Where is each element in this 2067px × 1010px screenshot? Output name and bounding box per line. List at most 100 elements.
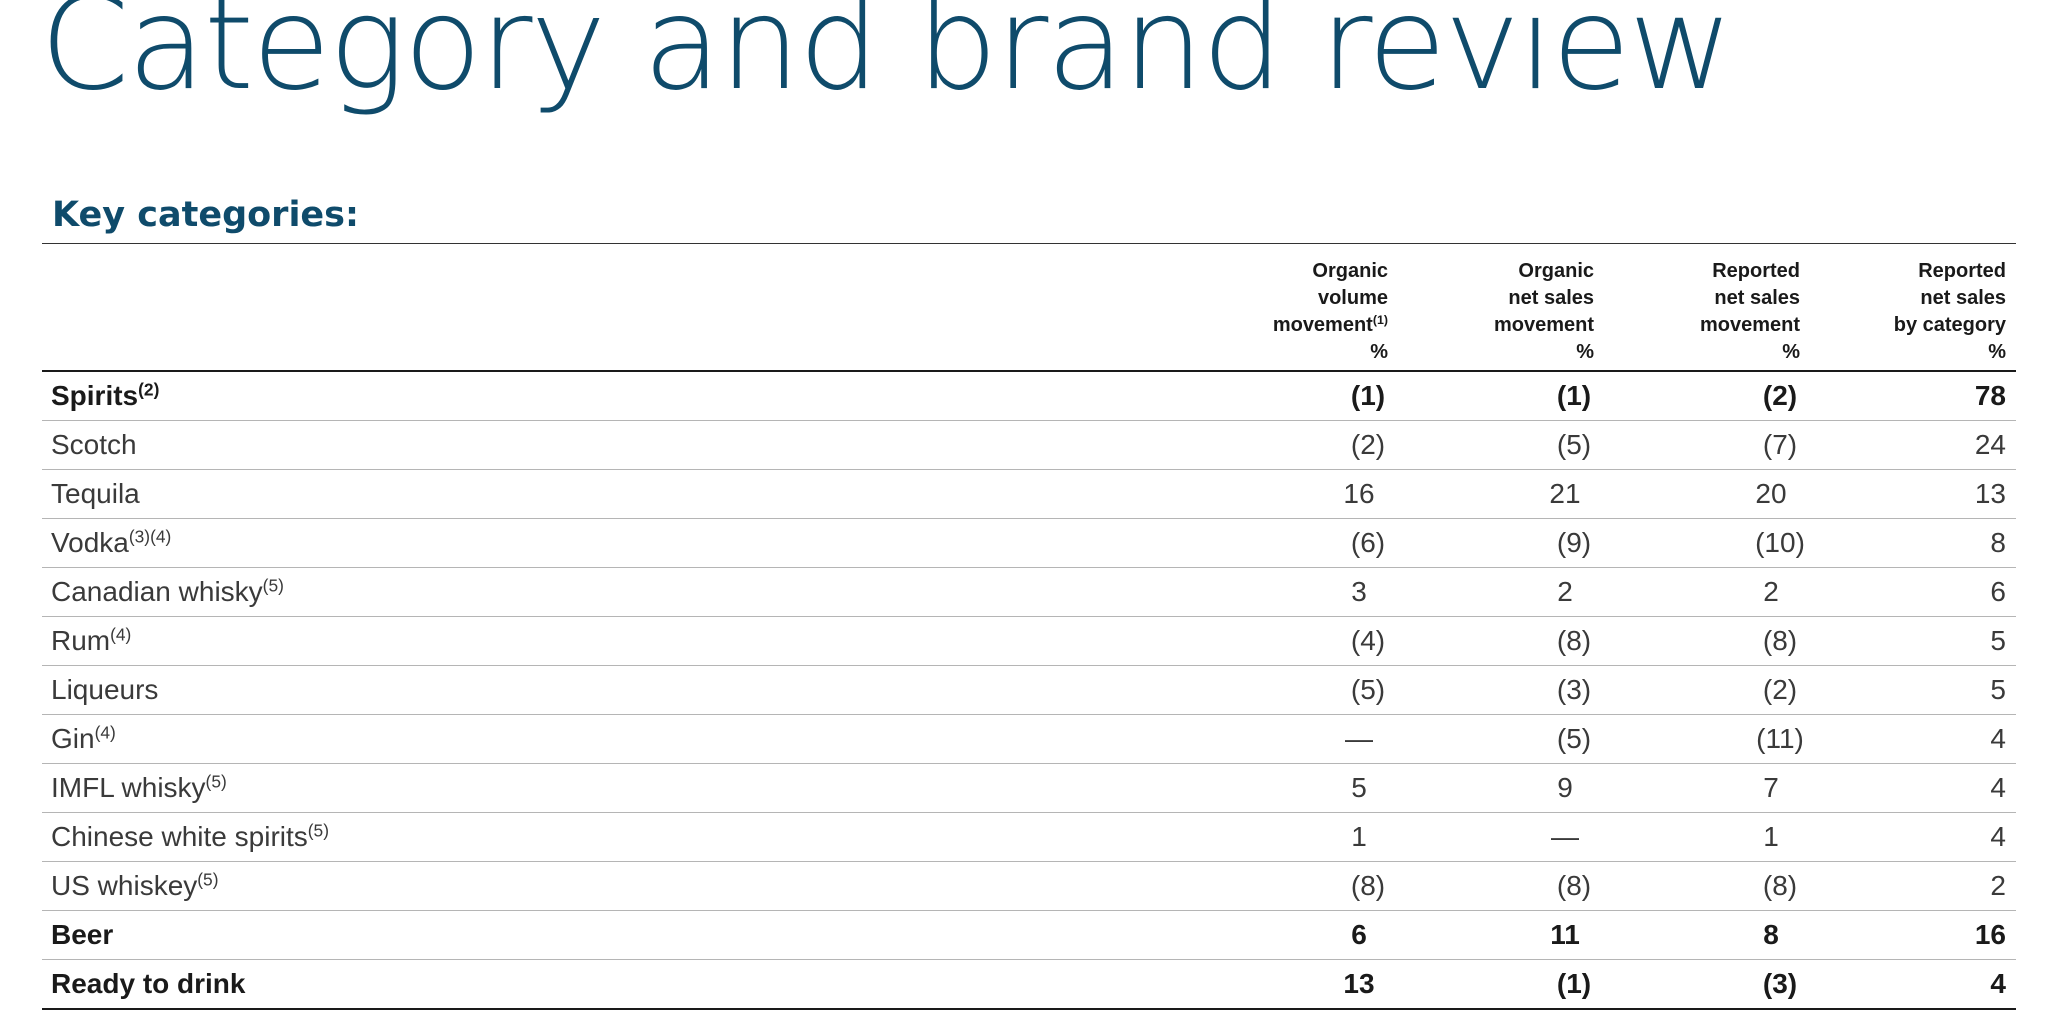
cell-value: 16 bbox=[1974, 919, 2006, 950]
cell-value: — bbox=[1345, 723, 1373, 754]
footnote-marker: (3)(4) bbox=[128, 526, 172, 547]
cell-value: 4 bbox=[1990, 968, 2006, 999]
cell-value: — bbox=[1551, 821, 1579, 852]
table-row: Chinese white spirits(5) 1 — 1 4 bbox=[42, 813, 2016, 862]
cell-value: (8) bbox=[1350, 870, 1386, 901]
row-label: IMFL whisky bbox=[51, 772, 206, 803]
table-row: Canadian whisky(5) 3 2 2 6 bbox=[42, 568, 2016, 617]
cell-value: 4 bbox=[1990, 772, 2006, 803]
header-line: movement(1) bbox=[1192, 312, 1388, 339]
key-categories-table-container: Organic volume movement(1) % Organic net… bbox=[42, 243, 2016, 1010]
value-cell: 78 bbox=[1810, 371, 2016, 421]
table-body: Spirits(2) (1) (1) (2) 78 Scotch (2) (5) (7) 24 Te… bbox=[42, 371, 2016, 1009]
table-row: Vodka(3)(4) (6) (9) (10) 8 bbox=[42, 519, 2016, 568]
value-cell: — bbox=[1398, 813, 1604, 862]
header-line: movement bbox=[1699, 314, 1800, 336]
cell-value: 8 bbox=[1990, 527, 2006, 558]
value-cell: (2) bbox=[1192, 421, 1398, 470]
value-cell: 4 bbox=[1810, 813, 2016, 862]
value-cell: 1 bbox=[1192, 813, 1398, 862]
row-label: Canadian whisky bbox=[51, 576, 263, 607]
cell-value: 2 bbox=[1557, 576, 1573, 607]
header-line: volume bbox=[1317, 287, 1388, 309]
row-label-cell: Liqueurs bbox=[42, 666, 1192, 715]
value-cell: 21 bbox=[1398, 470, 1604, 519]
header-line-text: movement bbox=[1272, 314, 1373, 336]
cell-value: (5) bbox=[1556, 429, 1592, 460]
cell-value: (5) bbox=[1556, 723, 1592, 754]
row-label-cell: Ready to drink bbox=[42, 960, 1192, 1010]
value-cell: 6 bbox=[1810, 568, 2016, 617]
value-cell: (5) bbox=[1192, 666, 1398, 715]
cell-value: 5 bbox=[1351, 772, 1367, 803]
value-cell: 13 bbox=[1810, 470, 2016, 519]
cell-value: 20 bbox=[1755, 478, 1787, 509]
row-label: Scotch bbox=[51, 429, 137, 460]
value-cell: 2 bbox=[1810, 862, 2016, 911]
header-line: movement bbox=[1493, 314, 1594, 336]
row-label-cell: Chinese white spirits(5) bbox=[42, 813, 1192, 862]
value-cell: (5) bbox=[1398, 715, 1604, 764]
value-cell: (9) bbox=[1398, 519, 1604, 568]
header-unit: % bbox=[1988, 341, 2006, 363]
cell-value: (11) bbox=[1756, 723, 1804, 754]
footnote-marker: (5) bbox=[307, 820, 329, 841]
row-label: Gin bbox=[51, 723, 95, 754]
row-label-cell: US whiskey(5) bbox=[42, 862, 1192, 911]
value-cell: (8) bbox=[1192, 862, 1398, 911]
table-row: Tequila 16 21 20 13 bbox=[42, 470, 2016, 519]
row-label: Ready to drink bbox=[51, 968, 246, 999]
row-label-cell: IMFL whisky(5) bbox=[42, 764, 1192, 813]
cell-value: (9) bbox=[1556, 527, 1592, 558]
value-cell: 16 bbox=[1810, 911, 2016, 960]
header-unit: % bbox=[1576, 341, 1594, 363]
row-label-cell: Rum(4) bbox=[42, 617, 1192, 666]
value-cell: 8 bbox=[1604, 911, 1810, 960]
section-heading: Key categories: bbox=[52, 195, 360, 235]
header-reported-net-sales-movement: Reported net sales movement % bbox=[1604, 244, 1810, 372]
row-label: Rum bbox=[51, 625, 111, 656]
cell-value: 11 bbox=[1550, 919, 1580, 950]
value-cell: 5 bbox=[1810, 666, 2016, 715]
cell-value: (1) bbox=[1556, 380, 1592, 411]
cell-value: (5) bbox=[1350, 674, 1386, 705]
cell-value: (3) bbox=[1762, 968, 1798, 999]
value-cell: (8) bbox=[1398, 862, 1604, 911]
header-line: Reported bbox=[1918, 260, 2006, 282]
header-line: Organic bbox=[1518, 260, 1594, 282]
value-cell: 7 bbox=[1604, 764, 1810, 813]
cell-value: 2 bbox=[1990, 870, 2006, 901]
value-cell: (3) bbox=[1604, 960, 1810, 1010]
table-header-row: Organic volume movement(1) % Organic net… bbox=[42, 243, 2016, 372]
value-cell: 8 bbox=[1810, 519, 2016, 568]
row-label: Tequila bbox=[51, 478, 140, 509]
cell-value: 5 bbox=[1990, 625, 2006, 656]
table-row: Spirits(2) (1) (1) (2) 78 bbox=[42, 371, 2016, 421]
header-line: net sales bbox=[1920, 287, 2006, 309]
row-label-cell: Tequila bbox=[42, 470, 1192, 519]
cell-value: 13 bbox=[1974, 478, 2006, 509]
footnote-marker: (5) bbox=[205, 771, 227, 792]
value-cell: (1) bbox=[1192, 371, 1398, 421]
header-organic-net-sales-movement: Organic net sales movement % bbox=[1398, 244, 1604, 372]
cell-value: (8) bbox=[1556, 870, 1592, 901]
cell-value: 21 bbox=[1549, 478, 1581, 509]
footnote-marker: (2) bbox=[138, 379, 160, 400]
cell-value: 7 bbox=[1763, 772, 1779, 803]
row-label-cell: Vodka(3)(4) bbox=[42, 519, 1192, 568]
cell-value: (8) bbox=[1556, 625, 1592, 656]
header-unit: % bbox=[1370, 341, 1388, 363]
value-cell: (7) bbox=[1604, 421, 1810, 470]
value-cell: 5 bbox=[1192, 764, 1398, 813]
footnote-marker: (5) bbox=[197, 869, 219, 890]
value-cell: 6 bbox=[1192, 911, 1398, 960]
header-line: Reported bbox=[1712, 260, 1800, 282]
value-cell: 3 bbox=[1192, 568, 1398, 617]
value-cell: 11 bbox=[1398, 911, 1604, 960]
row-label-cell: Beer bbox=[42, 911, 1192, 960]
table-row: Gin(4) — (5) (11) 4 bbox=[42, 715, 2016, 764]
row-label-cell: Spirits(2) bbox=[42, 371, 1192, 421]
row-label-cell: Scotch bbox=[42, 421, 1192, 470]
cell-value: 6 bbox=[1351, 919, 1367, 950]
table-row: IMFL whisky(5) 5 9 7 4 bbox=[42, 764, 2016, 813]
